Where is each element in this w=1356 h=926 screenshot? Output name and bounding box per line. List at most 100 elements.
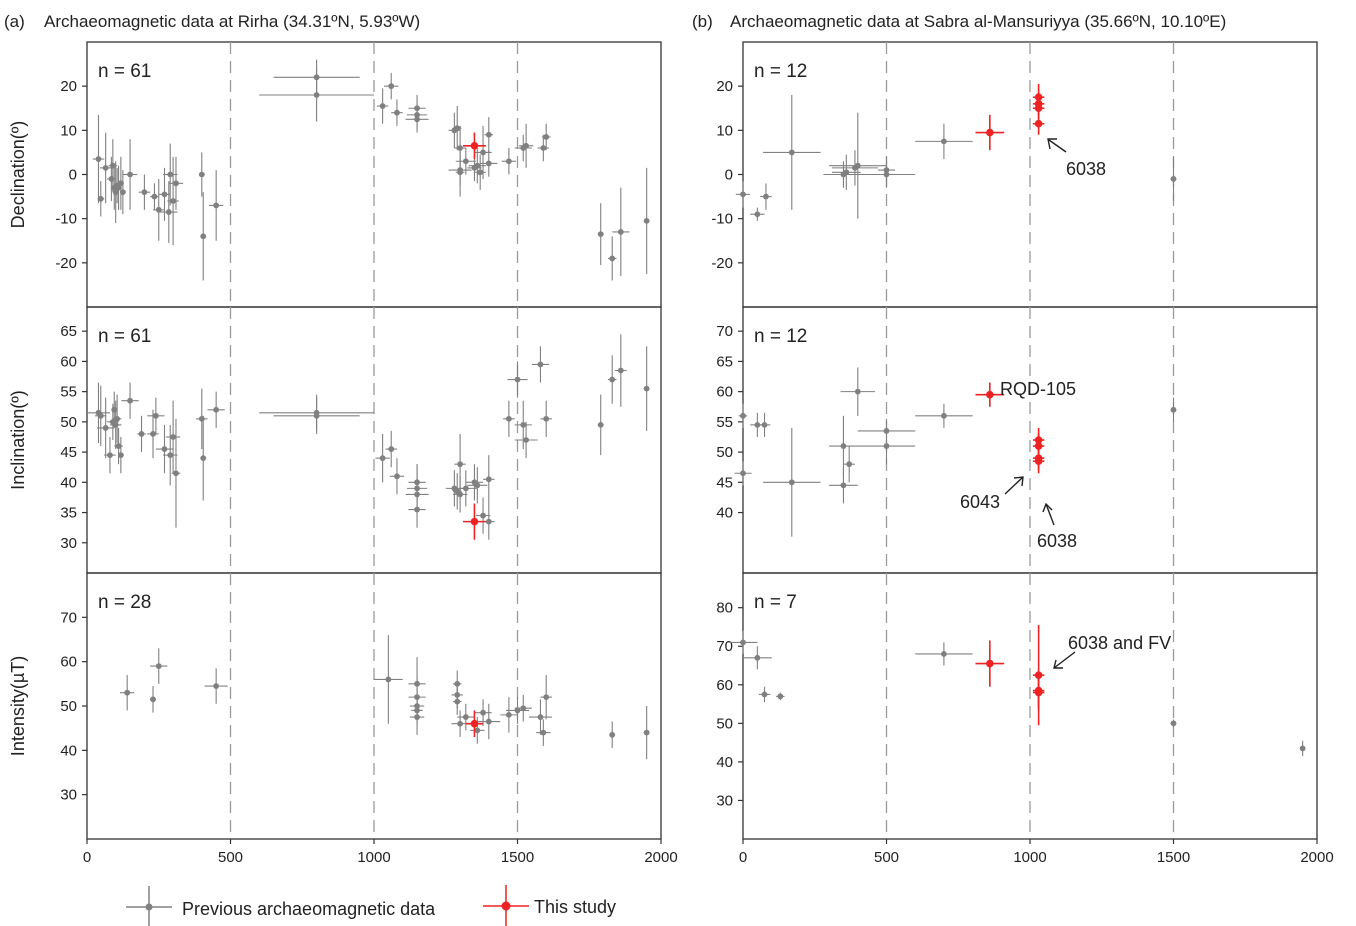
data-marker (543, 134, 550, 140)
panel-a-declination-previous-point (198, 152, 205, 197)
data-marker (170, 198, 177, 204)
data-marker (150, 431, 156, 437)
plots-area: -20 -10 0 10 20 Declination(º) n = 61 30 35 40 45 5… (8, 41, 1334, 866)
panel-b-intensity-previous-point (915, 642, 973, 666)
panel-a-inclination-previous-point (483, 503, 495, 540)
data-marker (414, 111, 420, 118)
panel-a-declination-this-study-point (462, 132, 486, 160)
panel-a-inclination-previous-point (514, 400, 532, 450)
data-marker (213, 683, 220, 689)
data-marker (540, 729, 547, 736)
data-marker (1034, 104, 1043, 113)
data-marker (643, 217, 650, 224)
data-marker (198, 171, 205, 178)
data-marker (97, 412, 104, 419)
panel-b-intensity-previous-point (758, 686, 771, 703)
data-marker (167, 452, 174, 459)
panel-b-title: Archaeomagnetic data at Sabra al-Mansuri… (730, 12, 1226, 31)
data-marker (385, 676, 392, 683)
data-marker (161, 191, 168, 198)
panel-a-intensity-previous-point (457, 703, 475, 731)
data-marker (505, 158, 512, 165)
panel-a-inclination-previous-point (109, 400, 122, 450)
panel-b-inclination-this-study-point (975, 382, 1005, 407)
panel-a-inclination-previous-point (171, 418, 181, 528)
data-marker (97, 195, 104, 202)
data-marker (102, 164, 109, 171)
panel-b-declination-ytick-label: 0 (725, 167, 733, 184)
data-marker (462, 158, 469, 165)
panel-b-inclination-ytick-label: 50 (716, 444, 733, 461)
panel-b-inclination-previous-point (829, 415, 858, 477)
data-marker (643, 729, 650, 736)
data-marker (763, 193, 769, 200)
legend-previous-marker (145, 903, 153, 911)
panel-b-inclination-previous-point (915, 403, 973, 428)
legend: Previous archaeomagnetic data This study (126, 885, 616, 926)
data-marker (537, 714, 544, 720)
panel-a-inclination-this-study-point (462, 503, 486, 540)
data-marker (520, 705, 527, 712)
panel-a-inclination-previous-point (375, 433, 390, 483)
data-marker (537, 361, 544, 368)
data-marker (740, 191, 746, 198)
data-marker (462, 485, 469, 492)
data-marker (520, 421, 527, 428)
panel-a-declination-previous-point (643, 167, 650, 274)
data-marker (1170, 406, 1177, 413)
panel-a-inclination-ylabel: Inclination(º) (8, 390, 28, 490)
panel-b-declination-previous-point (829, 112, 887, 219)
data-marker (313, 412, 320, 419)
data-marker (941, 651, 947, 657)
data-marker (117, 452, 124, 459)
panel-a-intensity-previous-point (204, 668, 228, 704)
panel-a-inclination-ytick-label: 60 (60, 353, 77, 370)
panel-b-inclination-ytick-label: 45 (716, 474, 733, 491)
panel-a-intensity-n-count: n = 28 (98, 592, 151, 613)
panel-b-inclination-previous-point (763, 427, 821, 537)
data-marker (840, 443, 847, 449)
data-marker (480, 149, 486, 156)
data-marker (115, 443, 122, 449)
panel-a-inclination-ytick-label: 30 (60, 535, 77, 552)
panel-b-declination-n-count: n = 12 (754, 61, 807, 82)
data-marker (543, 415, 550, 422)
panel-a-inclination-previous-point (87, 382, 110, 444)
panel-a-intensity-plot: 30 40 50 60 70 Intensity(µT) n = 28 0 500 1000 150… (8, 572, 678, 866)
panel-a-inclination-previous-point (514, 421, 538, 459)
panel-a-declination-ytick-label: 0 (69, 167, 77, 184)
data-marker (112, 421, 119, 428)
data-marker (540, 145, 547, 151)
panel-b-inclination-ytick-label: 55 (716, 414, 733, 431)
panel-a-inclination-previous-point (147, 397, 165, 434)
panel-a-declination-previous-point (597, 203, 604, 266)
data-marker (597, 421, 604, 428)
panel-a-intensity-ytick-label: 70 (60, 609, 77, 626)
data-marker (124, 689, 131, 696)
panel-b-intensity-ytick-label: 80 (716, 600, 733, 617)
panel-a-inclination-previous-point (104, 436, 116, 474)
data-marker (1034, 688, 1043, 697)
panel-a-inclination-previous-point (137, 415, 146, 453)
panel-a-declination-previous-point (99, 132, 112, 204)
panel-b-intensity-xtick-label: 1000 (1013, 849, 1046, 866)
data-marker (740, 470, 746, 477)
panel-a-declination-previous-point (153, 178, 165, 241)
data-marker (609, 255, 616, 262)
panel-a-intensity-previous-point (409, 699, 425, 735)
data-marker (754, 211, 761, 218)
data-marker (379, 455, 386, 462)
data-marker (155, 206, 162, 213)
data-marker (111, 406, 118, 413)
panel-a-declination-previous-point (122, 139, 138, 210)
panel-b-declination-previous-point (760, 183, 772, 210)
panel-a-inclination-ytick-label: 50 (60, 414, 77, 431)
panel-a-inclination-previous-point (531, 346, 550, 383)
data-marker (165, 209, 172, 215)
panel-a-intensity-previous-point (540, 674, 552, 720)
data-marker (840, 482, 847, 489)
panel-a-declination-previous-point (168, 156, 184, 210)
panel-b-intensity-xtick-label: 500 (874, 849, 899, 866)
data-marker (754, 654, 761, 661)
